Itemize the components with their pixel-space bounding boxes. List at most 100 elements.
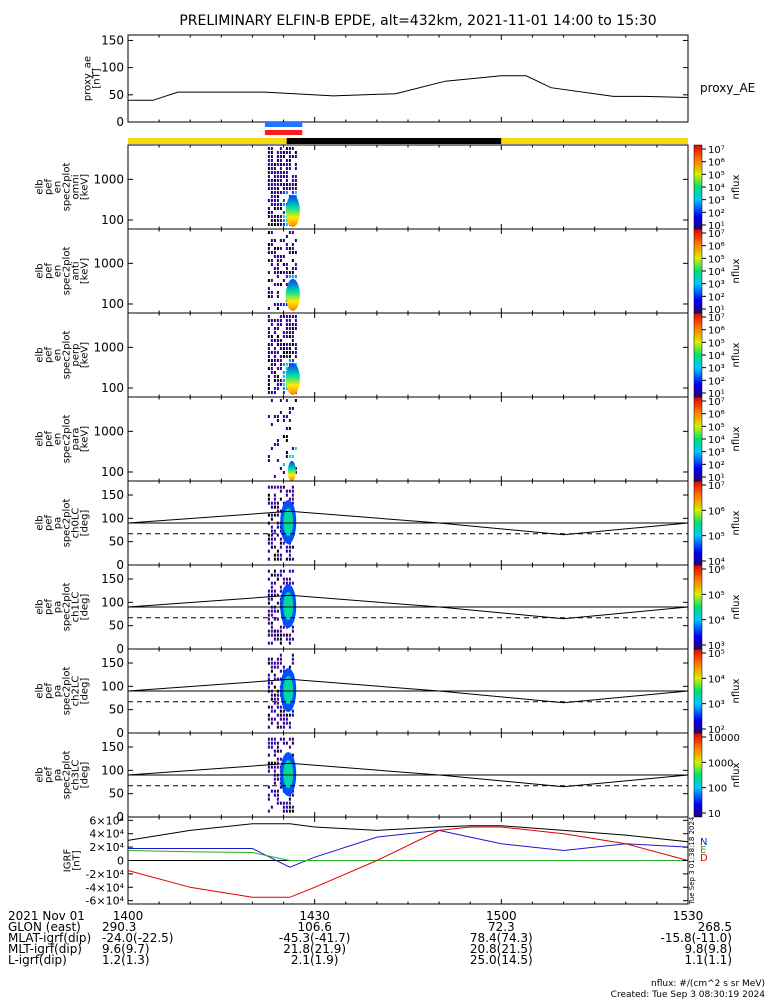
spectrogram-pixel — [291, 323, 294, 326]
pitch-angle-pixel — [267, 725, 270, 729]
pitch-angle-pixel — [273, 665, 276, 669]
pitch-angle-pixel — [276, 793, 279, 797]
pitch-angle-pixel — [273, 741, 276, 745]
spectrogram-pixel — [273, 219, 276, 222]
spectrogram-pixel — [267, 355, 270, 358]
spectrogram-pixel — [273, 331, 276, 334]
colorbar-tick-label: 10⁷ — [708, 397, 725, 408]
pitch-angle-pixel — [267, 485, 270, 489]
pitch-angle-pixel — [276, 633, 279, 637]
spectrogram-pixel — [267, 167, 270, 170]
spectrogram-pixel — [288, 275, 291, 278]
spectrogram-pixel — [294, 167, 297, 170]
spectrogram-pixel — [285, 267, 288, 270]
igrf-legend-E: E — [700, 845, 706, 856]
proxy-ae-line — [128, 75, 689, 101]
spectrogram-pixel — [270, 239, 273, 242]
spectrogram-pixel — [288, 427, 291, 430]
spectrogram-pixel — [270, 231, 273, 234]
spectrogram-pixel — [273, 163, 276, 166]
spectrogram-pixel — [294, 155, 297, 158]
spectrogram-pixel — [270, 243, 273, 246]
spectrogram-pixel — [288, 195, 291, 198]
pitch-angle-pixel — [273, 709, 276, 713]
pitch-angle-pixel — [270, 709, 273, 713]
spectrogram-pixel — [279, 151, 282, 154]
pitch-angle-y-axis-label-line: pef — [44, 767, 55, 784]
spectrogram-pixel — [282, 379, 285, 382]
pitch-angle-pixel — [288, 557, 291, 561]
pitch-angle-pixel — [279, 669, 282, 673]
pitch-angle-pixel — [273, 717, 276, 721]
pitch-angle-pixel — [270, 545, 273, 549]
spectrogram-pixel — [276, 191, 279, 194]
pitch-angle-pixel — [273, 701, 276, 705]
igrf-series-N — [128, 829, 689, 868]
spectrogram-pixel — [279, 323, 282, 326]
spectrogram-y-tick-label: 100 — [101, 465, 124, 479]
pitch-angle-y-axis-label-line: spec2plot — [62, 667, 73, 716]
spectrogram-pixel — [288, 347, 291, 350]
spectrogram-pixel — [273, 359, 276, 362]
spectrogram-pixel — [273, 215, 276, 218]
pitch-angle-y-axis-label-line: [deg] — [80, 678, 91, 705]
colorbar-tick-label: 1000 — [708, 758, 733, 769]
orbit-row-label: MLT-igrf(dip) — [8, 942, 82, 956]
colorbar-label: nflux — [731, 510, 742, 535]
spectrogram-pixel — [282, 219, 285, 222]
colorbar-gradient — [693, 396, 703, 482]
spectrogram-pixel — [294, 275, 297, 278]
pitch-angle-pixel — [273, 493, 276, 497]
spectrogram-pixel — [285, 427, 288, 430]
colorbar-tick-label: 10⁵ — [708, 338, 725, 349]
spectrogram-pixel — [285, 283, 288, 286]
pitch-angle-pixel — [279, 589, 282, 593]
colorbar-tick-label: 10⁷ — [708, 145, 725, 156]
spectrogram-pixel — [276, 183, 279, 186]
pitch-angle-pixel — [276, 505, 279, 509]
pitch-angle-pixel — [273, 749, 276, 753]
pitch-angle-pixel — [285, 741, 288, 745]
pitch-angle-pixel — [276, 697, 279, 701]
pitch-angle-pixel — [267, 793, 270, 797]
igrf-y-axis-label-line: [nT] — [72, 850, 83, 870]
spectrogram-pixel — [279, 167, 282, 170]
pitch-angle-pixel — [273, 485, 276, 489]
pitch-angle-pixel — [282, 809, 285, 813]
pitch-angle-pixel — [279, 677, 282, 681]
pitch-angle-pixel — [279, 641, 282, 645]
pitch-angle-pixel — [291, 713, 294, 717]
spectrogram-pixel — [273, 167, 276, 170]
spectrogram-y-axis-label-line: [keV] — [80, 258, 91, 284]
spectrogram-pixel — [270, 171, 273, 174]
spectrogram-pixel — [270, 319, 273, 322]
spectrogram-pixel — [270, 447, 273, 450]
spectrogram-pixel — [270, 391, 273, 394]
pitch-angle-pixel — [270, 745, 273, 749]
pitch-angle-pixel — [279, 489, 282, 493]
colorbar-label: nflux — [731, 258, 742, 283]
colorbar-tick-label: 10¹ — [708, 305, 725, 316]
spectrogram-pixel — [267, 387, 270, 390]
pitch-angle-pixel — [276, 665, 279, 669]
orbit-cell: 21.8(21.9) — [283, 942, 346, 956]
spectrogram-pixel — [276, 171, 279, 174]
spectrogram-y-tick-label: 1000 — [93, 424, 124, 438]
spectrogram-pixel — [282, 223, 285, 226]
pitch-angle-pixel — [270, 697, 273, 701]
pitch-angle-y-axis-label-line: pa — [53, 769, 64, 781]
spectrogram-pixel — [273, 319, 276, 322]
colorbar-tick-label: 10⁵ — [708, 170, 725, 181]
spectrogram-pixel — [285, 327, 288, 330]
colorbar-4: 10⁴ 10⁵ 10⁶ 10⁷ nflux — [693, 480, 742, 568]
spectrogram-pixel — [282, 335, 285, 338]
spectrogram-pixel — [294, 315, 297, 318]
pitch-angle-pixel — [276, 525, 279, 529]
pitch-angle-pixel — [267, 593, 270, 597]
pitch-angle-pixel — [285, 717, 288, 721]
pitch-angle-pixel — [276, 513, 279, 517]
